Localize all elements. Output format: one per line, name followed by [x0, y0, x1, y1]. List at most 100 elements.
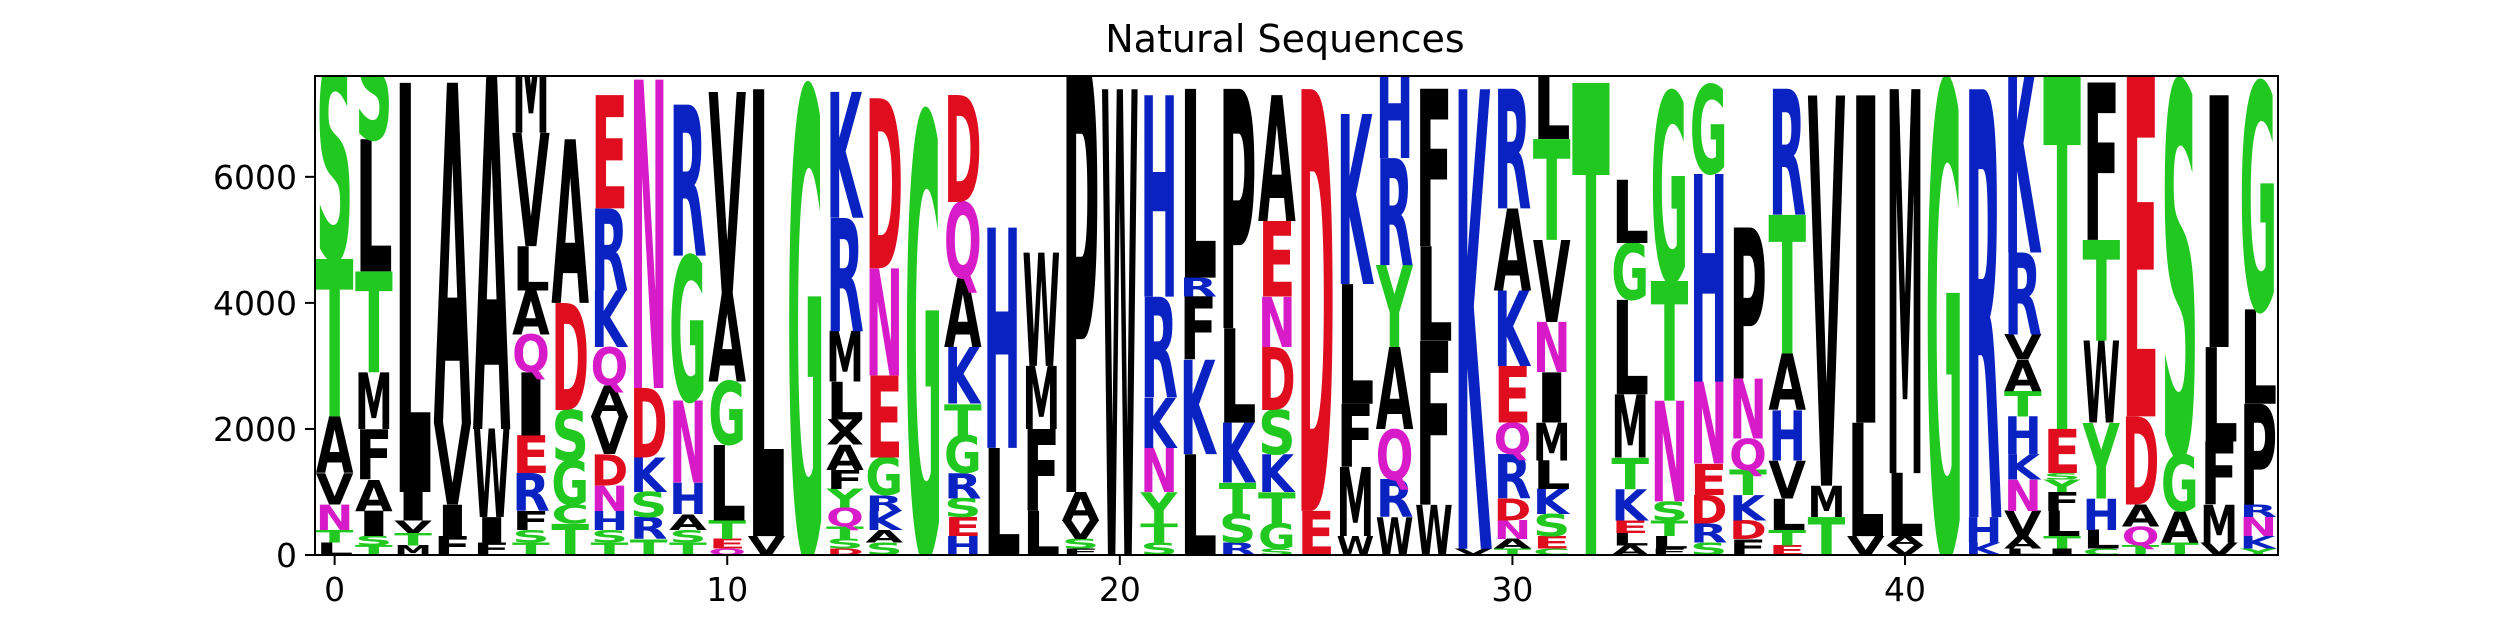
- logo-letter: F: [512, 506, 550, 536]
- logo-letter: T: [1572, 0, 1610, 625]
- logo-letter: L: [826, 372, 864, 433]
- logo-letter: T: [944, 395, 982, 446]
- logo-letter: R: [1376, 469, 1414, 530]
- logo-letter: K: [2240, 533, 2278, 553]
- logo-letter: G: [944, 425, 982, 485]
- logo-letter: G: [708, 366, 746, 466]
- logo-letter: D: [591, 447, 629, 497]
- logo-letter: A: [669, 510, 707, 535]
- logo-letter: A: [1376, 326, 1414, 456]
- logo-letter: L: [1219, 303, 1257, 454]
- logo-letter: L: [512, 236, 550, 306]
- logo-letter: N: [1258, 283, 1296, 364]
- logo-letter: T: [2043, 533, 2081, 553]
- x-tick-label: 30: [1491, 570, 1533, 609]
- logo-letter: A: [1494, 188, 1532, 318]
- logo-letter: D: [1690, 488, 1728, 533]
- logo-letter: E: [708, 537, 746, 552]
- logo-letter: Y: [2042, 476, 2081, 496]
- plot-frame: [314, 75, 2279, 556]
- logo-letter: N: [1494, 515, 1532, 545]
- logo-letter: L: [355, 103, 393, 314]
- logo-letter: T: [1651, 248, 1689, 440]
- logo-letter: I: [2200, 28, 2238, 430]
- logo-letter: F: [473, 539, 511, 559]
- logo-letter: S: [1258, 400, 1296, 469]
- logo-letter: V: [2200, 539, 2239, 559]
- logo-letter: E: [865, 353, 903, 484]
- logo-letter: E: [591, 66, 629, 246]
- logo-letter: T: [630, 535, 668, 560]
- logo-letter: E: [1768, 543, 1806, 558]
- logo-letter: G: [2240, 22, 2278, 383]
- logo-letter: G: [787, 0, 825, 625]
- logo-letter: H: [1140, 40, 1178, 362]
- logo-letter: Q: [591, 338, 629, 398]
- logo-letter: S: [355, 0, 393, 177]
- logo-letter: W: [2082, 318, 2120, 449]
- logo-letter: N: [630, 0, 668, 488]
- logo-letter: H: [2082, 491, 2120, 541]
- logo-letter: S: [2043, 471, 2081, 481]
- logo-letter: X: [826, 413, 864, 453]
- logo-letter: W: [473, 406, 511, 546]
- logo-letter: M: [1337, 449, 1375, 559]
- logo-letter: L: [394, 0, 432, 625]
- logo-letter: V: [512, 103, 550, 284]
- logo-letter: K: [1337, 68, 1375, 340]
- logo-letter: T: [1140, 519, 1178, 549]
- logo-letter: V: [2004, 328, 2042, 368]
- logo-letter: E: [1297, 499, 1335, 570]
- logo-letter: V: [708, 37, 746, 359]
- logo-letter: T: [1219, 474, 1257, 525]
- logo-letter: Q: [2122, 521, 2160, 552]
- logo-letter: T: [355, 244, 393, 406]
- logo-letter: R: [1965, 0, 2003, 625]
- logo-letter: A: [944, 259, 982, 370]
- logo-letter: M: [1808, 477, 1846, 528]
- logo-letter: R: [1376, 128, 1414, 300]
- logo-letter: A: [1258, 60, 1296, 261]
- logo-letter: V: [1886, 543, 1924, 558]
- logo-letter: S: [1062, 537, 1100, 552]
- logo-letter: W: [1022, 222, 1060, 403]
- logo-letter: A: [434, 0, 472, 534]
- logo-letter: L: [1022, 500, 1060, 570]
- logo-letter: D: [865, 52, 903, 324]
- logo-letter: F: [434, 532, 472, 562]
- logo-letter: L: [2043, 505, 2081, 545]
- logo-letter: T: [1611, 449, 1649, 500]
- logo-letter: T: [1808, 507, 1846, 568]
- logo-letter: K: [826, 58, 864, 259]
- logo-letter: R: [944, 466, 982, 506]
- logo-letter: F: [1729, 535, 1767, 560]
- logo-letter: A: [473, 0, 511, 544]
- logo-letter: L: [1651, 533, 1689, 553]
- logo-letter: F: [1022, 407, 1060, 538]
- logo-letter: L: [1611, 530, 1649, 550]
- logo-letter: P: [1729, 186, 1767, 428]
- logo-letter: T: [355, 543, 394, 558]
- logo-letter: E: [1258, 200, 1296, 321]
- logo-letter: L: [1533, 453, 1571, 498]
- logo-letter: L: [1180, 39, 1218, 340]
- logo-letter: V: [1533, 219, 1571, 349]
- logo-letter: N: [2240, 512, 2278, 542]
- logo-letter: T: [2004, 384, 2042, 424]
- logo-letter: L: [748, 0, 786, 625]
- logo-letter: Q: [1376, 415, 1414, 496]
- logo-letter: R: [826, 188, 864, 369]
- logo-letter: S: [2161, 0, 2199, 575]
- logo-letter: T: [551, 515, 589, 566]
- logo-letter: R: [1494, 442, 1532, 512]
- logo-letter: N: [1690, 361, 1728, 491]
- logo-letter: I: [512, 356, 550, 456]
- logo-letter: R: [591, 188, 629, 318]
- logo-letter: K: [630, 449, 668, 505]
- logo-letter: T: [1768, 525, 1806, 550]
- logo-letter: I: [434, 497, 472, 547]
- logo-letter: D: [1729, 515, 1767, 545]
- logo-letter: V: [1768, 450, 1806, 511]
- logo-letter: D: [1494, 493, 1532, 528]
